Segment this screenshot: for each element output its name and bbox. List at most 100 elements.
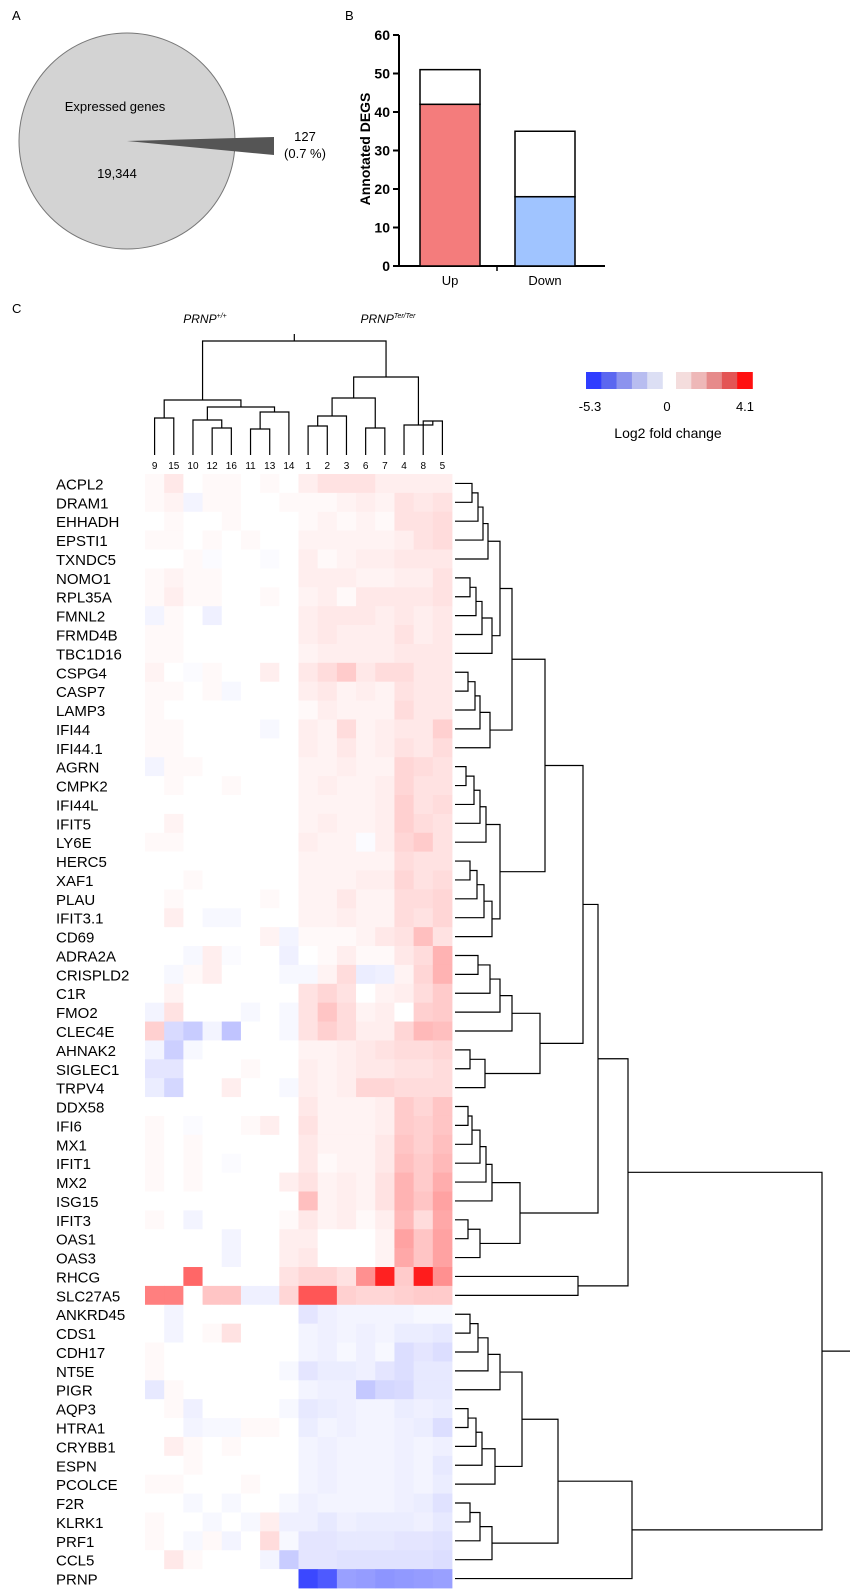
heatmap-cell [260, 1474, 280, 1494]
heatmap-cell [260, 908, 280, 928]
heatmap-cell [298, 587, 319, 607]
heatmap-cell [221, 757, 242, 777]
heatmap-cell [260, 643, 280, 664]
heatmap-cell [413, 681, 434, 701]
heatmap-cell [221, 1191, 242, 1211]
heatmap-cell [164, 1380, 184, 1400]
heatmap-cell [279, 964, 299, 985]
heatmap-cell [375, 908, 395, 928]
heatmap-cell [202, 832, 223, 853]
heatmap-cell [183, 1285, 203, 1306]
heatmap-cell [298, 964, 319, 985]
heatmap-cell [183, 1418, 203, 1438]
heatmap-cell [413, 832, 434, 853]
heatmap-cell [279, 870, 299, 890]
heatmap-cell [336, 662, 357, 683]
heatmap-cell [164, 492, 184, 513]
heatmap-cell [202, 1002, 223, 1022]
heatmap-cell [183, 1531, 203, 1551]
heatmap-cell [240, 1361, 261, 1381]
heatmap-cell [221, 1248, 242, 1268]
heatmap-cell [317, 908, 338, 928]
heatmap-cell [279, 1172, 299, 1192]
heatmap-cell [183, 625, 203, 645]
column-label: 4 [401, 461, 407, 472]
heatmap-cell [145, 813, 165, 834]
heatmap-cell [279, 1531, 299, 1551]
dendrogram-branch [455, 1115, 473, 1145]
row-label: TXNDC5 [56, 552, 116, 569]
heatmap-cell [221, 738, 242, 758]
heatmap-cell [375, 1059, 395, 1079]
heatmap-cell [375, 1531, 395, 1551]
heatmap-cell [375, 813, 395, 834]
heatmap-cell [202, 1153, 223, 1174]
heatmap-cell [317, 1248, 338, 1268]
heatmap-cell [298, 1210, 319, 1230]
heatmap-cell [413, 700, 434, 720]
heatmap-cell [260, 832, 280, 853]
heatmap-cell [317, 1550, 338, 1570]
heatmap-cell [375, 1210, 395, 1230]
heatmap-cell [356, 1399, 376, 1419]
heatmap-cell [336, 1172, 357, 1192]
heatmap-cell [375, 474, 395, 494]
dendrogram-branch [455, 1526, 493, 1561]
heatmap-cell [240, 719, 261, 739]
heatmap-cell [413, 776, 434, 796]
heatmap-cell [164, 832, 184, 853]
heatmap-cell [336, 1021, 357, 1041]
heatmap-cell [221, 606, 242, 626]
heatmap-cell [413, 964, 434, 985]
heatmap-cell [240, 1059, 261, 1079]
heatmap-cell [356, 1493, 376, 1513]
heatmap-cell [394, 738, 415, 758]
heatmap-cell [221, 1380, 242, 1400]
dendrogram-branch [403, 421, 434, 455]
heatmap-cell [221, 1512, 242, 1532]
row-label: RHCG [56, 1269, 100, 1286]
heatmap-cell [183, 1304, 203, 1325]
heatmap-cell [298, 832, 319, 853]
heatmap-cell [356, 927, 376, 947]
panel-label-a: A [12, 8, 21, 23]
heatmap-cell [279, 1474, 299, 1494]
heatmap-cell [145, 1191, 165, 1211]
heatmap-cell [375, 1172, 395, 1192]
heatmap-cell [279, 794, 299, 815]
heatmap-cell [317, 1172, 338, 1192]
heatmap-cell [413, 530, 434, 550]
heatmap-cell [145, 1531, 165, 1551]
heatmap-cell [298, 1115, 319, 1136]
heatmap-cell [298, 983, 319, 1004]
heatmap-cell [413, 1285, 434, 1306]
heatmap-cell [183, 1361, 203, 1381]
heatmap-cell [260, 1210, 280, 1230]
heatmap-cell [375, 1153, 395, 1174]
heatmap-cell [279, 1002, 299, 1022]
heatmap-cell [221, 1361, 242, 1381]
column-label: 12 [207, 461, 219, 472]
heatmap-cell [413, 1134, 434, 1155]
heatmap-cell [432, 492, 453, 513]
heatmap-cell [202, 606, 223, 626]
heatmap-cell [221, 1323, 242, 1343]
heatmap-cell [145, 1550, 165, 1570]
heatmap-cell [375, 1361, 395, 1381]
heatmap-cell [145, 1474, 165, 1494]
heatmap-cell [336, 1059, 357, 1079]
heatmap-cell [145, 1436, 165, 1457]
heatmap-cells [145, 474, 453, 1589]
heatmap-cell [164, 1248, 184, 1268]
heatmap-cell [298, 946, 319, 966]
heatmap-cell [317, 1361, 338, 1381]
heatmap-cell [356, 681, 376, 701]
heatmap-cell [413, 1474, 434, 1494]
heatmap-cell [336, 1512, 357, 1532]
heatmap-cell [375, 1267, 395, 1287]
heatmap-cell [356, 474, 376, 494]
column-label: 9 [152, 461, 158, 472]
heatmap-cell [317, 1078, 338, 1098]
heatmap-cell [221, 1134, 242, 1155]
row-label: LY6E [56, 835, 92, 852]
